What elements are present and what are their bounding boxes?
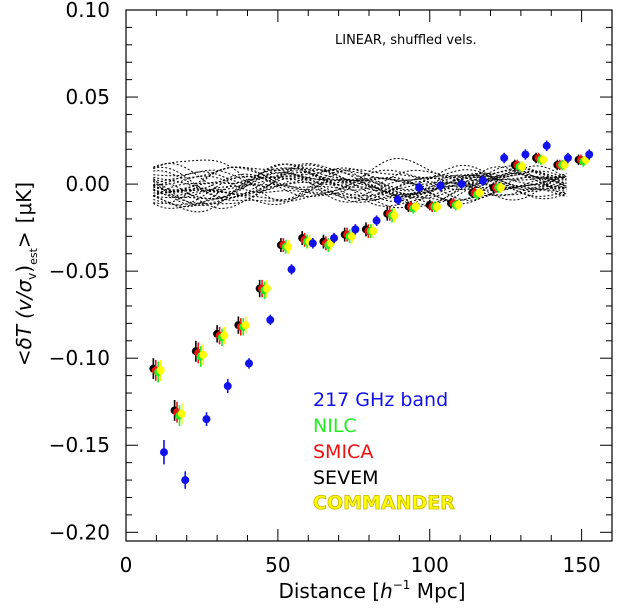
plot-annotation: LINEAR, shuffled vels. [335, 33, 477, 48]
commander-point [156, 366, 165, 375]
217-ghz-band-point [478, 176, 487, 185]
217-ghz-band-point [266, 315, 275, 324]
null-realisation-line [153, 172, 567, 208]
null-realisation-line [153, 173, 567, 200]
commander-point [347, 232, 356, 241]
null-realisation-line [153, 171, 567, 203]
null-realisation-line [153, 166, 567, 205]
217-ghz-band-point [457, 180, 466, 189]
217-ghz-band-point [372, 216, 381, 225]
y-axis-title-close: ) [12, 265, 36, 273]
y-axis-title-v: (v/σ [12, 279, 36, 319]
y-axis-title: <δT (v/σv)est> [μK] [12, 182, 40, 366]
legend-entry-nilc: NILC [313, 415, 357, 437]
y-tick-label: −0.15 [49, 433, 110, 457]
y-axis-title-gt: > [12, 231, 36, 248]
y-tick-label: −0.05 [49, 259, 110, 283]
217-ghz-band-point [563, 153, 572, 162]
commander-point [560, 160, 569, 169]
y-axis-title-unit: [μK] [12, 182, 36, 223]
commander-point [262, 284, 271, 293]
null-realisation-line [152, 164, 567, 206]
x-tick-label: 50 [265, 553, 290, 577]
null-realisation-line [153, 164, 567, 204]
217-ghz-band-point [245, 359, 254, 368]
y-axis-title-est: est [27, 247, 40, 264]
x-axis-title: Distance [h−1 Mpc] [278, 578, 465, 603]
x-axis-title-h-exponent: −1 [393, 578, 411, 592]
217-ghz-band-point [542, 141, 551, 150]
commander-point [220, 331, 229, 340]
commander-point [177, 409, 186, 418]
y-tick-label: 0.10 [65, 0, 110, 22]
x-axis-title-h: h [380, 579, 393, 603]
y-tick-label: −0.10 [49, 346, 110, 370]
217-ghz-band-point [202, 415, 211, 424]
commander-point [284, 242, 293, 251]
commander-point [369, 227, 378, 236]
217-ghz-band-point [181, 476, 190, 485]
null-realisation-line [153, 157, 567, 202]
commander-point [390, 211, 399, 220]
217-ghz-band-point [308, 239, 317, 248]
commander-point [539, 155, 548, 164]
null-realisation-line [153, 172, 567, 206]
x-axis-title-prefix: Distance [ [278, 579, 380, 603]
commander-point [411, 202, 420, 211]
shuffled-velocity-null-band [152, 157, 567, 213]
x-axis-title-suffix: Mpc] [410, 579, 465, 603]
y-axis-title-v-sub: v [25, 273, 39, 280]
x-tick-label: 0 [120, 553, 133, 577]
legend-entry-smica: SMICA [313, 441, 373, 463]
legend-entry-217ghz: 217 GHz band [313, 389, 448, 411]
y-tick-label: 0.05 [65, 85, 110, 109]
217-ghz-band-point [585, 150, 594, 159]
217-ghz-band-point [521, 150, 530, 159]
axis-ticks: 0 50 100 150 0.10 0.05 0.00 −0.05 −0.10 −0.15 −0.2… [49, 0, 612, 577]
commander-point [496, 183, 505, 192]
217-ghz-band-point [223, 382, 232, 391]
null-realisation-line [153, 162, 567, 201]
null-realisation-line [152, 163, 567, 207]
null-realisation-line [153, 167, 567, 199]
commander-point [454, 200, 463, 209]
legend-entry-commander: COMMANDER [313, 492, 455, 514]
commander-point [199, 350, 208, 359]
217-ghz-band-point [159, 448, 168, 457]
commander-point [433, 202, 442, 211]
null-realisation-line [153, 170, 567, 199]
x-tick-label: 150 [563, 553, 601, 577]
legend-entry-sevem: SEVEM [313, 467, 378, 489]
217-ghz-band-point [351, 225, 360, 234]
data-points [149, 140, 594, 489]
null-realisation-line [153, 167, 567, 191]
y-axis-title-lt: < [12, 349, 36, 366]
217-ghz-band-point [436, 181, 445, 190]
null-realisation-line [153, 166, 567, 199]
217-ghz-band-point [287, 265, 296, 274]
commander-point [475, 188, 484, 197]
null-realisation-line [153, 165, 567, 200]
null-realisation-line [153, 166, 567, 192]
217-ghz-band-point [415, 183, 424, 192]
y-tick-label: −0.20 [49, 520, 110, 544]
217-ghz-band-point [393, 195, 402, 204]
y-axis-title-dT: δT [12, 323, 36, 349]
null-realisation-line [153, 176, 567, 195]
commander-point [518, 162, 527, 171]
y-tick-label: 0.00 [65, 172, 110, 196]
217-ghz-band-point [330, 234, 339, 243]
null-realisation-line [153, 169, 567, 207]
217-ghz-band-point [500, 153, 509, 162]
x-tick-label: 100 [411, 553, 449, 577]
commander-point [241, 321, 250, 330]
null-realisation-line [153, 163, 567, 197]
legend: 217 GHz band NILC SMICA SEVEM COMMANDER [313, 389, 456, 514]
null-realisation-line [153, 175, 567, 197]
